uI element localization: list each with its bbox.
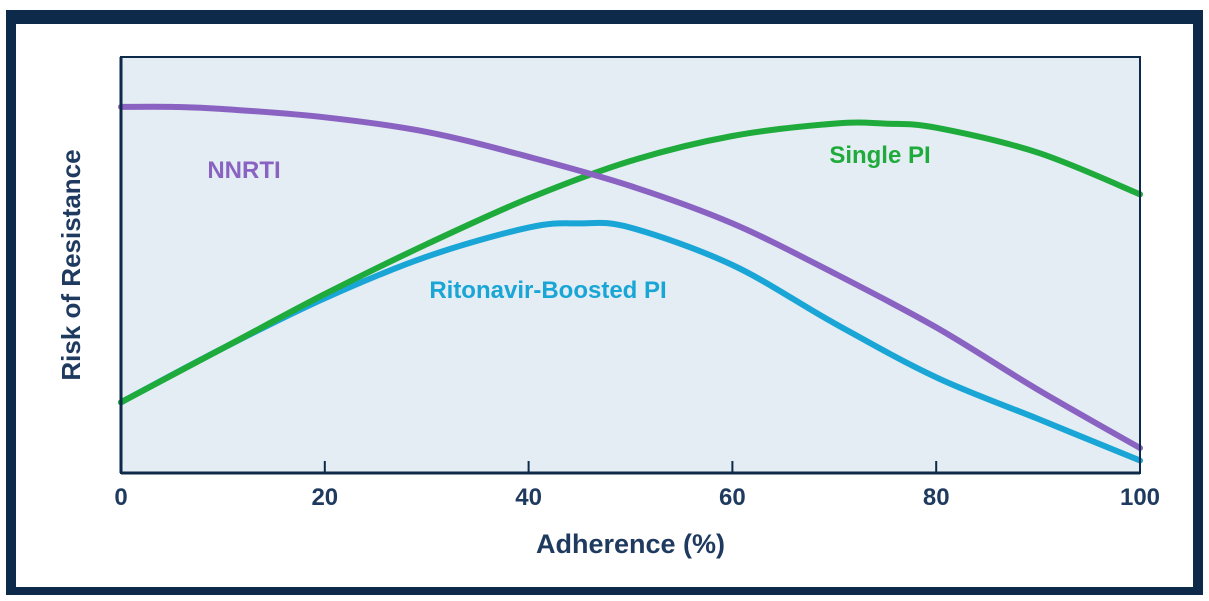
chart-marks [118,103,1143,464]
x-tick-label: 60 [719,484,746,511]
x-tick-label: 100 [1120,484,1160,511]
y-axis-label: Risk of Resistance [56,149,86,380]
x-axis-label: Adherence (%) [536,529,725,559]
plot-area [121,57,1140,473]
series-label-single-pi: Single PI [829,142,930,169]
chart-labels: Adherence (%) Risk of Resistance NNRTI Sing… [56,142,931,559]
x-tick-label: 0 [114,484,127,511]
series-label-nnrti: NNRTI [207,157,280,184]
x-tick-label: 20 [311,484,338,511]
chart-axes: 0 20 40 60 80 100 [114,56,1160,511]
series-line-nnrti [118,103,1143,451]
x-tick-label: 80 [923,484,950,511]
series-label-ritonavir-boosted-pi: Ritonavir-Boosted PI [429,277,666,304]
x-tick-label: 40 [515,484,542,511]
series-line-single-pi [118,119,1143,406]
